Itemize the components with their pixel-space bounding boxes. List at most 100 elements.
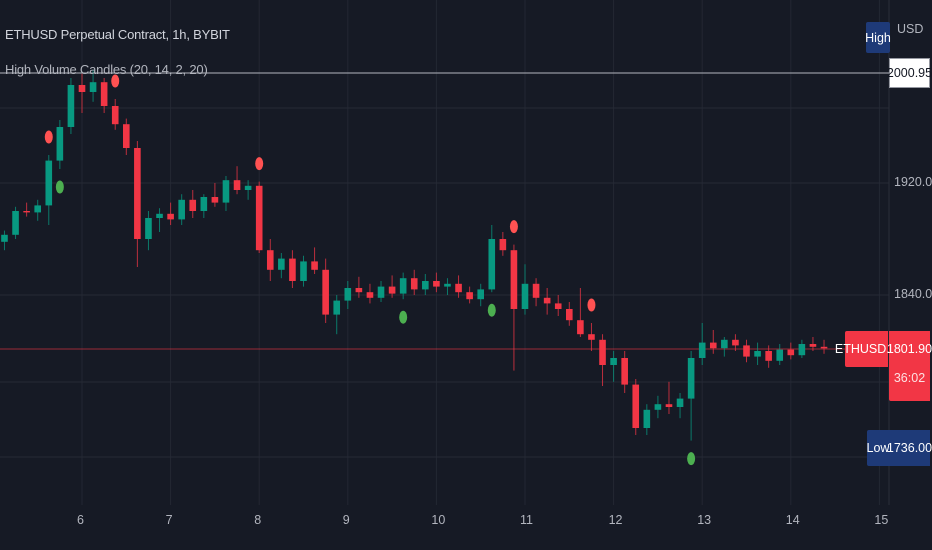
candle <box>111 99 119 130</box>
candle-body <box>566 309 573 321</box>
candle <box>167 202 174 225</box>
candle-body <box>67 85 75 127</box>
candle-body <box>510 250 518 309</box>
candle <box>532 278 540 307</box>
candle-body <box>266 250 274 270</box>
candle-body <box>776 349 784 361</box>
candle <box>809 337 817 351</box>
candle <box>466 286 473 304</box>
low-value-tag: 1736.00 <box>887 430 932 466</box>
candle-body <box>765 351 772 361</box>
candle <box>643 404 651 435</box>
candle-body <box>599 339 606 365</box>
candle-body <box>134 148 141 239</box>
candle-body <box>721 339 728 349</box>
candle <box>410 269 418 295</box>
candle <box>289 250 296 288</box>
candle <box>134 141 141 267</box>
candle <box>12 206 19 239</box>
candle <box>721 337 728 357</box>
candle <box>333 295 341 335</box>
candles <box>1 69 828 441</box>
candle <box>577 288 584 337</box>
candle-body <box>111 106 119 125</box>
candle <box>632 379 640 435</box>
candle-body <box>754 351 761 357</box>
candle <box>477 283 484 307</box>
candle <box>233 166 241 195</box>
candle <box>521 264 529 315</box>
indicator-title[interactable]: High Volume Candles (20, 14, 2, 20) <box>5 62 208 77</box>
candle-body <box>732 339 739 346</box>
candle-body <box>488 239 496 290</box>
candle <box>776 344 784 365</box>
candle-body <box>422 281 429 290</box>
candle <box>621 351 628 393</box>
candle <box>100 78 108 113</box>
candle-body <box>1 234 8 242</box>
time-tick-12: 12 <box>608 513 623 527</box>
candle <box>278 253 285 279</box>
candle <box>554 295 562 316</box>
currency-label: USD <box>897 22 924 36</box>
candle-body <box>521 283 529 309</box>
candle-body <box>621 358 628 385</box>
candle <box>687 351 695 441</box>
candle-body <box>78 85 86 92</box>
sell-signal-dot <box>111 74 120 88</box>
candle <box>698 323 706 365</box>
candle-body <box>588 334 595 340</box>
candle <box>510 244 518 371</box>
candle-body <box>333 300 341 315</box>
candle-body <box>145 218 152 239</box>
candle-body <box>809 344 817 347</box>
candle-body <box>89 82 97 92</box>
time-tick-7: 7 <box>165 513 173 527</box>
time-tick-10: 10 <box>431 513 446 527</box>
candle <box>732 334 739 351</box>
candle <box>798 339 806 358</box>
candle <box>266 239 274 281</box>
candle <box>200 194 208 218</box>
high-value-tag: 2000.95 <box>887 58 932 88</box>
candle-body <box>34 205 41 213</box>
candle <box>178 194 185 225</box>
candle-body <box>698 342 706 358</box>
candle <box>588 323 595 351</box>
candle-body <box>410 278 418 290</box>
candle-body <box>665 404 673 407</box>
high-label-tag: High <box>865 22 891 53</box>
candle <box>67 78 75 134</box>
candle-body <box>687 358 695 399</box>
sell-signal-dot <box>255 157 264 171</box>
bar-countdown: 36:02 <box>893 371 926 385</box>
candle-body <box>388 286 396 294</box>
candle-body <box>211 197 219 203</box>
candle-body <box>466 292 473 300</box>
time-tick-15: 15 <box>874 513 889 527</box>
candle <box>145 211 152 251</box>
time-tick-14: 14 <box>785 513 800 527</box>
symbol-title[interactable]: ETHUSD Perpetual Contract, 1h, BYBIT <box>5 27 230 42</box>
candle-body <box>233 180 241 190</box>
sell-signal-dot <box>509 220 518 234</box>
candle <box>455 275 462 298</box>
candle-body <box>554 303 562 309</box>
candle <box>189 190 197 218</box>
candle-body <box>798 344 806 356</box>
candle-body <box>477 289 484 300</box>
candle-body <box>167 213 174 220</box>
candle <box>709 330 717 354</box>
candle <box>322 258 329 323</box>
candle-body <box>820 346 828 349</box>
time-tick-8: 8 <box>254 513 262 527</box>
candle <box>377 281 385 302</box>
last-price-value: 1801.90 <box>886 342 932 356</box>
candle <box>820 339 828 354</box>
candle <box>654 395 662 419</box>
candle-body <box>222 180 230 203</box>
buy-signal-dot <box>55 180 64 194</box>
candle-body <box>433 281 440 287</box>
candle <box>399 272 407 300</box>
